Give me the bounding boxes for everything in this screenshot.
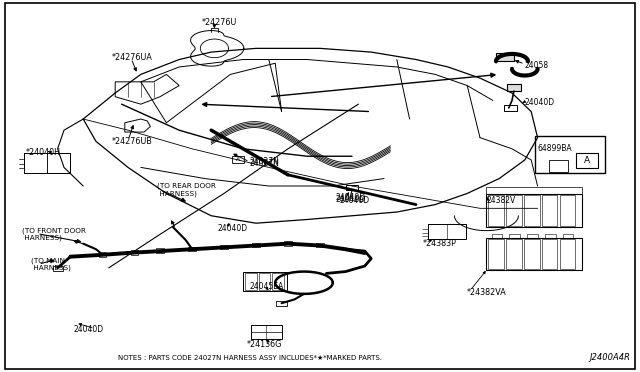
Text: 24040D: 24040D (218, 224, 248, 233)
Bar (156, 248, 164, 253)
Text: NOTES : PARTS CODE 24027N HARNESS ASSY INCLUDES*★*MARKED PARTS.: NOTES : PARTS CODE 24027N HARNESS ASSY I… (118, 355, 383, 361)
Bar (545, 234, 556, 238)
Bar (24, 153, 70, 173)
Text: 24040D: 24040D (525, 98, 555, 107)
Bar (509, 234, 520, 238)
Text: *24276UB: *24276UB (112, 137, 153, 146)
Bar (507, 84, 521, 91)
Bar (563, 234, 573, 238)
Text: A: A (584, 156, 590, 165)
Text: 24040D: 24040D (74, 325, 104, 334)
Bar (232, 156, 244, 163)
Bar (535, 136, 605, 173)
Text: (TO REAR DOOR
 HARNESS): (TO REAR DOOR HARNESS) (157, 183, 216, 197)
Bar (428, 224, 447, 239)
Text: 24027N: 24027N (250, 159, 280, 168)
Text: 24382V: 24382V (486, 196, 516, 205)
Bar (549, 160, 568, 172)
Text: *24040H: *24040H (26, 148, 61, 157)
Bar (527, 234, 538, 238)
Bar (486, 194, 582, 227)
Bar (251, 325, 282, 339)
Bar (560, 195, 575, 226)
Bar (276, 301, 287, 306)
Bar (188, 247, 196, 251)
Text: *24276UA: *24276UA (112, 53, 153, 62)
Bar (506, 239, 522, 269)
Bar (252, 243, 260, 247)
Bar (504, 105, 517, 111)
Text: *24382VA: *24382VA (467, 288, 507, 296)
Bar (506, 195, 522, 226)
Bar (428, 224, 466, 239)
Text: 24027N: 24027N (250, 157, 280, 166)
Bar (488, 239, 504, 269)
Text: (TO MAIN
 HARNESS): (TO MAIN HARNESS) (31, 257, 70, 271)
Text: J2400A4R: J2400A4R (589, 353, 630, 362)
Text: 64899BA: 64899BA (538, 144, 572, 153)
Text: A: A (236, 157, 240, 162)
Bar (245, 273, 257, 290)
Bar (346, 185, 358, 190)
Text: 24040D: 24040D (339, 196, 369, 205)
Text: (TO FRONT DOOR
 HARNESS): (TO FRONT DOOR HARNESS) (22, 227, 86, 241)
Bar (131, 250, 138, 255)
Bar (524, 195, 540, 226)
Text: 24045EA: 24045EA (250, 282, 284, 291)
Bar (272, 273, 284, 290)
Bar (542, 239, 557, 269)
Bar (560, 239, 575, 269)
Text: 24040D: 24040D (336, 195, 366, 203)
Text: 24058: 24058 (525, 61, 549, 70)
Bar (316, 243, 324, 247)
Text: 24040D: 24040D (336, 193, 366, 202)
Bar (99, 252, 106, 257)
Bar (486, 238, 582, 270)
Text: *24136G: *24136G (246, 340, 282, 349)
Text: *24383P: *24383P (422, 239, 456, 248)
Bar (284, 241, 292, 246)
Bar (24, 153, 47, 173)
Bar (488, 195, 504, 226)
Bar (259, 273, 270, 290)
Bar (542, 195, 557, 226)
Text: *24276U: *24276U (202, 18, 237, 27)
Bar (524, 239, 540, 269)
Bar (576, 153, 598, 168)
Bar (53, 266, 63, 271)
Bar (496, 53, 514, 61)
Bar (486, 187, 582, 194)
Bar (220, 245, 228, 249)
Bar (47, 153, 70, 173)
Bar (243, 272, 287, 291)
Bar (492, 234, 502, 238)
